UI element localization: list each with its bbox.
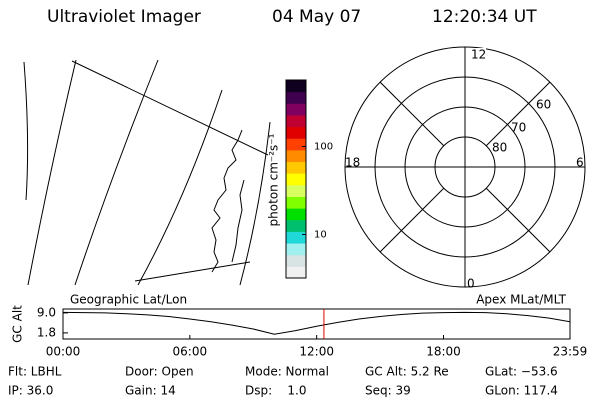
polar-axis — [379, 187, 445, 253]
coastline — [231, 179, 245, 263]
color-band — [286, 161, 306, 174]
info-field: Gain: 14 — [125, 384, 176, 398]
info-panel: Flt: LBHL Door: Open Mode: Normal GC Alt: 5… — [8, 365, 558, 398]
x-tick-label: 06:00 — [173, 345, 208, 359]
left-label: Geographic Lat/Lon — [70, 293, 187, 307]
y-axis-label: GC Alt — [11, 305, 25, 343]
lat-label: 80 — [492, 141, 507, 155]
geographic-map — [23, 59, 271, 286]
info-field: IP: 36.0 — [8, 384, 53, 398]
map-arc — [239, 121, 271, 286]
polar-axis — [485, 187, 551, 253]
polar-axis — [379, 81, 445, 147]
x-tick-label: 00:00 — [46, 345, 81, 359]
y-tick-label: 1.8 — [37, 325, 56, 339]
color-band — [286, 184, 306, 197]
colorbar-frame — [285, 79, 307, 279]
x-tick-label: 12:00 — [299, 345, 334, 359]
color-band — [286, 266, 306, 279]
color-band — [286, 173, 306, 186]
polar-axis — [485, 81, 551, 147]
title: Ultraviolet Imager — [47, 7, 201, 27]
info-field: Dsp: 1.0 — [245, 384, 307, 398]
color-band — [286, 219, 306, 232]
map-meridian — [71, 60, 269, 156]
color-band — [286, 138, 306, 151]
mlt-label: 18 — [345, 156, 360, 170]
lat-label: 70 — [511, 121, 526, 135]
label-bg — [470, 48, 486, 62]
color-band — [286, 196, 306, 209]
color-band — [286, 208, 306, 221]
info-field: Flt: LBHL — [8, 365, 62, 379]
color-band — [286, 80, 306, 93]
date: 04 May 07 — [272, 7, 361, 27]
x-tick-label: 23:59 — [553, 345, 588, 359]
altitude-line — [62, 311, 571, 335]
info-field: Door: Open — [125, 365, 194, 379]
polar-grid: 12 6 0 18 60 70 80 — [344, 46, 586, 291]
colorbar-tick-label: 100 — [314, 141, 333, 152]
color-band — [286, 114, 306, 128]
info-field: Seq: 39 — [365, 384, 411, 398]
color-band — [286, 91, 306, 104]
color-band — [286, 231, 306, 244]
map-arc — [74, 59, 159, 286]
color-band — [286, 254, 306, 267]
map-arc — [27, 59, 77, 286]
map-meridian — [134, 261, 251, 282]
mlt-label: 0 — [467, 277, 475, 291]
color-band — [286, 243, 306, 256]
coastline — [211, 129, 243, 273]
mlt-label: 12 — [471, 48, 486, 62]
info-field: GLat: −53.6 — [485, 365, 558, 379]
color-band — [286, 126, 306, 139]
colorbar-tick-label: 10 — [314, 229, 327, 240]
time: 12:20:34 UT — [432, 7, 537, 27]
color-band — [286, 149, 306, 163]
right-label: Apex MLat/MLT — [476, 293, 566, 307]
lat-label: 60 — [536, 98, 551, 112]
info-field: Mode: Normal — [245, 365, 329, 379]
color-band — [286, 103, 306, 116]
info-field: GLon: 117.4 — [485, 384, 558, 398]
x-tick-label: 18:00 — [426, 345, 461, 359]
mlt-label: 6 — [576, 156, 584, 170]
y-tick-label: 9.0 — [37, 305, 56, 319]
colorbar-label: photon cm⁻²s⁻¹ — [267, 133, 281, 226]
map-arc — [23, 61, 29, 201]
map-arc — [137, 89, 223, 286]
info-field: GC Alt: 5.2 Re — [365, 365, 449, 379]
